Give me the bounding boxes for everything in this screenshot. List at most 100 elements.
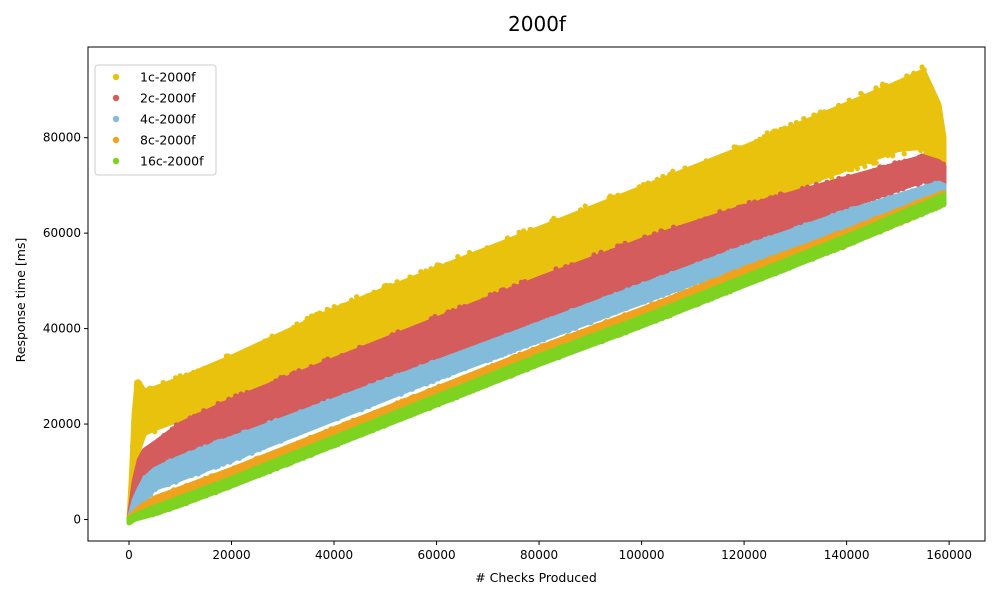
data-point: [358, 423, 365, 429]
y-tick-label: 20000: [43, 417, 81, 431]
data-point: [532, 363, 538, 369]
data-point: [321, 438, 327, 444]
data-point: [273, 378, 279, 384]
data-point: [726, 208, 732, 214]
data-point: [588, 319, 594, 325]
y-tick-label: 80000: [43, 131, 81, 145]
data-point: [582, 203, 588, 209]
data-point: [265, 460, 272, 466]
data-point: [615, 332, 621, 338]
data-point: [877, 164, 883, 170]
data-point: [223, 477, 229, 484]
data-point: [675, 286, 681, 293]
data-point: [902, 158, 908, 164]
data-point: [191, 413, 197, 419]
data-point: [640, 181, 647, 188]
data-point: [152, 427, 158, 434]
data-point: [329, 444, 335, 450]
data-point: [294, 321, 300, 327]
data-point: [203, 493, 209, 499]
data-point: [515, 361, 521, 367]
data-point: [597, 252, 603, 258]
data-point: [428, 266, 434, 272]
series-16c-2000f: [126, 192, 947, 526]
data-point: [517, 351, 523, 357]
data-point: [335, 416, 341, 422]
data-point: [701, 281, 708, 287]
data-point: [408, 395, 414, 401]
data-point: [435, 376, 441, 382]
data-point: [703, 158, 709, 164]
data-point: [642, 234, 648, 240]
data-point: [866, 201, 872, 208]
data-point: [612, 291, 619, 298]
data-point: [423, 268, 429, 274]
data-point: [490, 338, 496, 344]
data-point: [183, 483, 189, 489]
data-point: [462, 303, 468, 310]
data-point: [533, 354, 539, 360]
data-point: [497, 352, 503, 358]
data-point: [455, 257, 461, 263]
data-point: [200, 468, 207, 474]
data-point: [429, 359, 435, 365]
data-point: [744, 264, 751, 270]
data-point: [840, 244, 846, 250]
x-tick-label: 120000: [721, 548, 767, 562]
data-point: [906, 206, 912, 212]
data-point: [191, 369, 197, 375]
data-point: [167, 506, 173, 512]
data-point: [760, 266, 766, 272]
data-point: [834, 246, 840, 252]
data-point: [426, 387, 432, 393]
data-point: [333, 425, 339, 431]
data-point: [718, 270, 724, 276]
data-point: [802, 222, 808, 228]
data-point: [174, 504, 180, 510]
data-point: [761, 134, 767, 140]
data-point: [348, 297, 355, 303]
legend-label: 4c-2000f: [140, 112, 196, 127]
data-point: [370, 428, 376, 434]
data-point: [738, 204, 744, 210]
data-point: [183, 500, 190, 506]
data-point: [322, 429, 329, 435]
data-point: [724, 251, 730, 257]
data-point: [714, 293, 720, 299]
data-point: [236, 455, 243, 461]
data-point: [407, 412, 414, 419]
data-point: [915, 181, 921, 187]
data-point: [394, 279, 400, 285]
data-point: [432, 316, 438, 322]
data-point: [291, 324, 297, 331]
data-point: [161, 433, 167, 439]
data-point: [451, 369, 457, 376]
data-point: [154, 510, 160, 516]
data-point: [885, 152, 891, 159]
data-point: [794, 253, 800, 259]
data-point: [788, 121, 794, 127]
data-point: [677, 225, 683, 231]
data-point: [522, 279, 528, 285]
data-point: [493, 354, 499, 360]
data-point: [430, 386, 436, 392]
data-point: [430, 378, 436, 384]
x-tick-label: 80000: [520, 548, 558, 562]
data-point: [516, 231, 523, 237]
data-point: [274, 465, 280, 472]
data-point: [499, 367, 505, 373]
data-point: [260, 471, 266, 477]
data-point: [670, 168, 676, 174]
data-point: [478, 342, 484, 348]
data-point: [757, 136, 763, 142]
x-tick-label: 60000: [417, 548, 455, 562]
data-point: [378, 415, 385, 421]
data-point: [307, 452, 314, 458]
data-point: [811, 112, 817, 118]
data-point: [801, 116, 807, 122]
data-point: [764, 197, 770, 203]
data-point: [901, 151, 907, 157]
data-point: [870, 160, 877, 166]
data-point: [623, 312, 629, 318]
